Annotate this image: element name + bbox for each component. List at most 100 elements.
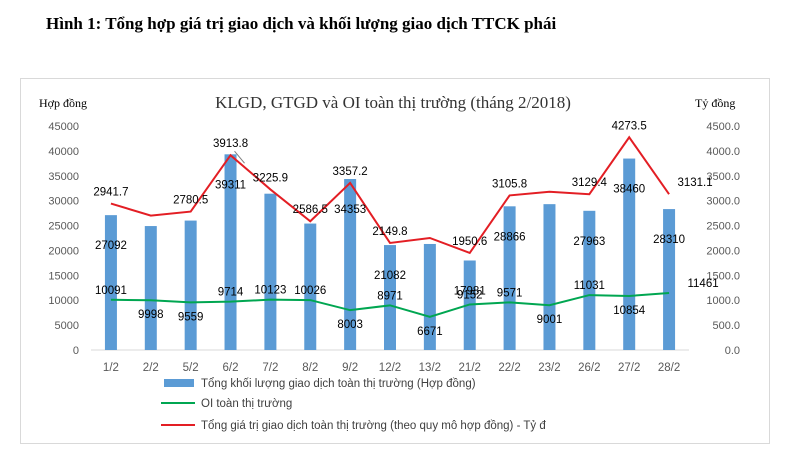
bar-data-label: 21082 — [374, 270, 406, 282]
legend-swatch — [164, 379, 194, 387]
legend-item: Tổng khối lượng giao dịch toàn thị trườn… — [164, 378, 476, 390]
bar — [503, 206, 516, 350]
x-tick-label: 9/2 — [342, 362, 358, 374]
y-axis-right-label: Tỷ đồng — [695, 96, 735, 110]
gtgd-data-label: 3357.2 — [333, 166, 368, 178]
gtgd-data-label: 2780.5 — [173, 195, 208, 207]
legend-label: OI toàn thị trường — [201, 398, 292, 410]
y-left-tick-label: 40000 — [48, 146, 79, 158]
bar-data-label: 38460 — [613, 184, 645, 196]
bar — [423, 243, 436, 350]
oi-data-label: 9998 — [138, 309, 164, 321]
bar-data-label: 17981 — [454, 285, 486, 297]
x-tick-label: 2/2 — [143, 362, 159, 374]
x-tick-label: 21/2 — [459, 362, 481, 374]
gtgd-data-label: 2941.7 — [93, 187, 128, 199]
bar — [583, 210, 596, 350]
y-right-tick-label: 2500.0 — [706, 221, 740, 233]
oi-data-label: 9571 — [497, 287, 523, 299]
x-tick-label: 13/2 — [419, 362, 441, 374]
chart-svg: KLGD, GTGD và OI toàn thị trường (tháng … — [39, 93, 740, 432]
bar — [264, 193, 277, 350]
y-right-tick-label: 3500.0 — [706, 171, 740, 183]
x-tick-label: 8/2 — [302, 362, 318, 374]
y-right-tick-label: 2000.0 — [706, 245, 740, 257]
y-right-tick-label: 500.0 — [712, 320, 740, 332]
oi-data-label: 11461 — [687, 278, 718, 290]
bar-data-label: 39311 — [215, 179, 246, 191]
y-left-tick-label: 0 — [73, 345, 79, 357]
oi-data-label: 6671 — [417, 326, 443, 338]
x-tick-label: 27/2 — [618, 362, 640, 374]
label-leader-line — [234, 150, 245, 164]
bar — [384, 245, 396, 350]
x-tick-label: 28/2 — [658, 362, 680, 374]
legend-item: Tổng giá trị giao dịch toàn thị trường (… — [161, 420, 546, 432]
x-tick-label: 26/2 — [578, 362, 600, 374]
legend-label: Tổng khối lượng giao dịch toàn thị trườn… — [201, 378, 476, 390]
oi-data-label: 9152 — [457, 289, 483, 301]
y-left-tick-label: 30000 — [48, 196, 79, 208]
y-left-tick-label: 35000 — [48, 171, 79, 183]
bar-data-label: 27963 — [573, 236, 605, 248]
bar — [543, 204, 556, 350]
gtgd-data-label: 3131.1 — [677, 177, 712, 189]
bar — [144, 226, 157, 350]
bar-data-label: 34353 — [334, 204, 366, 216]
y-left-tick-label: 10000 — [48, 295, 79, 307]
bar — [184, 220, 197, 350]
series-line-gtgd — [110, 135, 670, 255]
x-tick-label: 5/2 — [183, 362, 199, 374]
y-right-tick-label: 1000.0 — [706, 295, 740, 307]
bar — [344, 178, 357, 350]
gtgd-data-label: 2586.5 — [293, 204, 328, 216]
oi-data-label: 9001 — [537, 314, 563, 326]
bar-data-label: 28310 — [653, 234, 685, 246]
gtgd-data-label: 3105.8 — [492, 178, 527, 190]
x-tick-label: 12/2 — [379, 362, 401, 374]
oi-data-label: 11031 — [574, 280, 605, 292]
y-right-tick-label: 3000.0 — [706, 196, 740, 208]
gtgd-data-label: 1950.6 — [452, 236, 487, 248]
y-left-tick-label: 20000 — [48, 245, 79, 257]
y-left-tick-label: 15000 — [48, 270, 79, 282]
series-line-oi — [110, 291, 670, 318]
oi-data-label: 10091 — [95, 285, 127, 297]
chart-title: KLGD, GTGD và OI toàn thị trường (tháng … — [215, 93, 571, 112]
bar — [104, 215, 117, 350]
oi-data-label: 10123 — [254, 285, 286, 297]
y-right-tick-label: 1500.0 — [706, 270, 740, 282]
legend-label: Tổng giá trị giao dịch toàn thị trường (… — [201, 420, 546, 432]
oi-data-label: 10026 — [294, 285, 326, 297]
oi-data-label: 9714 — [218, 287, 244, 299]
bar-data-label: 28866 — [494, 231, 526, 243]
bar — [304, 223, 317, 350]
y-axis-left-label: Hợp đồng — [39, 96, 87, 110]
figure-caption: Hình 1: Tổng hợp giá trị giao dịch và kh… — [46, 14, 557, 33]
y-left-tick-label: 45000 — [48, 121, 79, 133]
y-left-tick-label: 25000 — [48, 221, 79, 233]
bar-data-label: 27092 — [95, 240, 127, 252]
oi-data-label: 10854 — [613, 305, 646, 317]
y-right-tick-label: 4500.0 — [706, 121, 740, 133]
oi-data-label: 8971 — [377, 290, 403, 302]
x-tick-label: 23/2 — [538, 362, 560, 374]
gtgd-data-label: 3129.4 — [572, 177, 608, 189]
oi-data-label: 8003 — [337, 319, 363, 331]
oi-data-label: 9559 — [178, 311, 204, 323]
bar — [623, 158, 636, 350]
gtgd-data-label: 2149.8 — [372, 226, 407, 238]
y-right-tick-label: 4000.0 — [706, 146, 740, 158]
gtgd-data-label: 3913.8 — [213, 138, 248, 150]
x-tick-label: 7/2 — [262, 362, 278, 374]
gtgd-data-label: 3225.9 — [253, 172, 288, 184]
x-tick-label: 6/2 — [223, 362, 239, 374]
gtgd-data-label: 4273.5 — [612, 120, 647, 132]
chart-container: KLGD, GTGD và OI toàn thị trường (tháng … — [20, 78, 770, 444]
y-left-tick-label: 5000 — [55, 320, 79, 332]
legend-item: OI toàn thị trường — [161, 398, 292, 410]
y-right-tick-label: 0.0 — [725, 345, 740, 357]
bar — [663, 209, 676, 350]
x-tick-label: 22/2 — [498, 362, 520, 374]
x-tick-label: 1/2 — [103, 362, 119, 374]
